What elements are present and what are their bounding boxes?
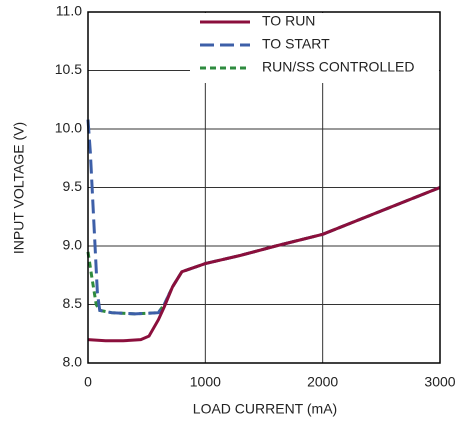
data-line	[87, 186, 441, 343]
y-tick-label: 11.0	[56, 3, 82, 19]
y-tick-label: 8.5	[63, 295, 83, 311]
y-tick-label: 8.0	[63, 354, 83, 370]
y-tick-label: 10.5	[55, 61, 82, 77]
data-line	[86, 119, 441, 316]
legend-label: TO START	[262, 36, 330, 52]
x-tick-label: 0	[84, 374, 92, 390]
legend-box	[190, 13, 439, 83]
legend-label: RUN/SS CONTROLLED	[262, 59, 414, 75]
x-tick-label: 1000	[190, 374, 221, 390]
y-tick-label: 10.0	[55, 120, 82, 136]
y-axis-label: INPUT VOLTAGE (V)	[11, 122, 27, 254]
x-tick-label: 3000	[424, 374, 455, 390]
y-tick-label: 9.0	[63, 237, 83, 253]
data-line	[86, 186, 441, 316]
x-tick-label: 2000	[307, 374, 338, 390]
y-tick-label: 9.5	[63, 178, 83, 194]
legend-label: TO RUN	[262, 13, 315, 29]
x-axis-label: LOAD CURRENT (mA)	[193, 401, 337, 417]
plot-frame	[87, 11, 441, 364]
